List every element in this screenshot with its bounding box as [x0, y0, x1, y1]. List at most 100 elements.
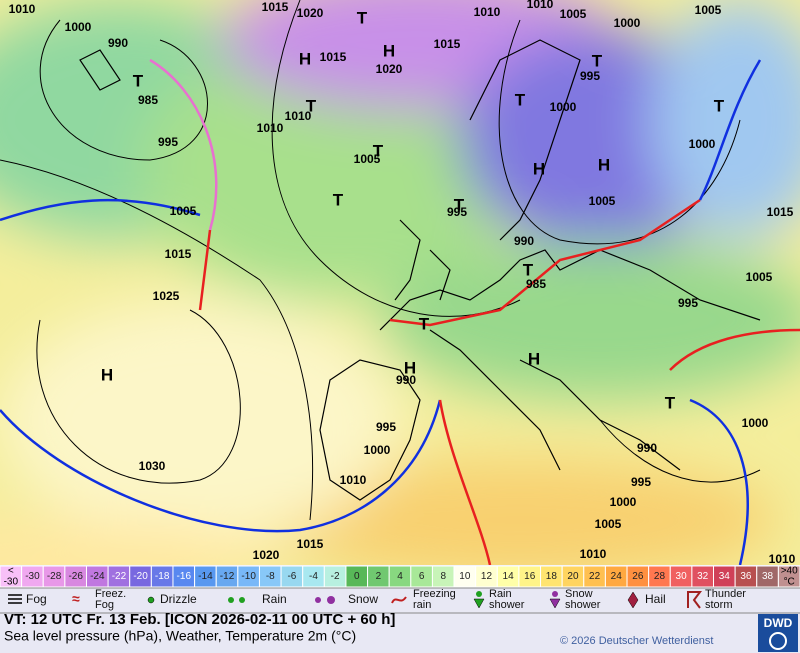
- scale-label: 28: [654, 571, 666, 582]
- scale-label: 34: [719, 571, 731, 582]
- isobar-label: 990: [637, 441, 657, 455]
- scale-label: 2: [376, 571, 382, 582]
- isobar-label: 1010: [769, 552, 796, 566]
- isobar-label: 1015: [434, 37, 461, 51]
- isobar-label: 1030: [139, 459, 166, 473]
- isobar-label: 1005: [695, 3, 722, 17]
- isobar-label: 1015: [165, 247, 192, 261]
- isobar-label: 985: [526, 277, 546, 291]
- isobar-label: 995: [158, 135, 178, 149]
- pressure-center: T: [306, 96, 317, 115]
- isobar-label: 1005: [595, 517, 622, 531]
- scale-label: -6: [287, 571, 296, 582]
- isobar-label: 1015: [297, 537, 324, 551]
- scale-label: 16: [524, 571, 536, 582]
- isobar-label: 995: [580, 69, 600, 83]
- dwd-logo-mark: [769, 632, 787, 650]
- pressure-center: T: [357, 8, 368, 27]
- scale-label: 12: [481, 571, 493, 582]
- isobar-label: 995: [631, 475, 651, 489]
- isobar-label: 995: [376, 420, 396, 434]
- scale-high-label: >40: [781, 566, 798, 577]
- isobar-label: 1000: [689, 137, 716, 151]
- isobar-label: 990: [108, 36, 128, 50]
- pressure-center: T: [515, 90, 526, 109]
- scale-label: -8: [266, 571, 275, 582]
- scale-label: 18: [546, 571, 558, 582]
- scale-label: 36: [740, 571, 752, 582]
- legend-icon: [327, 596, 335, 604]
- legend-label: storm: [705, 599, 733, 611]
- pressure-center: T: [373, 141, 384, 160]
- isobar-label: 1000: [742, 416, 769, 430]
- isobar-label: 990: [514, 234, 534, 248]
- isobar-label: 1025: [153, 289, 180, 303]
- pressure-center: T: [133, 71, 144, 90]
- legend-label: rain: [413, 599, 431, 611]
- legend-icon: [549, 598, 561, 609]
- scale-label: 38: [762, 571, 774, 582]
- isobar-label: 995: [447, 205, 467, 219]
- legend-icon: [476, 591, 482, 597]
- scale-label: -22: [112, 571, 127, 582]
- isobar-label: 1000: [614, 16, 641, 30]
- scale-label: 22: [589, 571, 601, 582]
- isobar-label: 1005: [746, 270, 773, 284]
- pressure-center: T: [333, 190, 344, 209]
- isobar-label: 1005: [170, 204, 197, 218]
- isobar-label: 1000: [610, 495, 637, 509]
- pressure-center: T: [419, 314, 430, 333]
- legend-label: Snow: [565, 588, 593, 600]
- isobar-label: 1010: [285, 109, 312, 123]
- pressure-center: H: [101, 365, 113, 384]
- legend-label: Fog: [26, 592, 47, 606]
- legend-label: Fog: [95, 599, 114, 611]
- isobar-label: 1015: [262, 0, 289, 14]
- legend-icon: [239, 597, 245, 603]
- pressure-center: H: [299, 49, 311, 68]
- pressure-center: H: [383, 41, 395, 60]
- copyright: © 2026 Deutscher Wetterdienst: [560, 635, 713, 647]
- pressure-center: T: [592, 51, 603, 70]
- scale-label: -30: [25, 571, 40, 582]
- scale-label: -10: [241, 571, 256, 582]
- isobar-label: 1010: [9, 2, 36, 16]
- isobar-label: 1000: [550, 100, 577, 114]
- legend-label: Freezing: [413, 588, 456, 600]
- scale-label: -26: [68, 571, 83, 582]
- isobar-label: 1010: [527, 0, 554, 11]
- legend-label: Thunder: [705, 588, 746, 600]
- isobar-label: 990: [396, 373, 416, 387]
- legend-label: shower: [565, 599, 601, 611]
- scale-label: -2: [331, 571, 340, 582]
- isobar-label: 1015: [320, 50, 347, 64]
- scale-label: 24: [611, 571, 623, 582]
- pressure-center: H: [528, 349, 540, 368]
- legend-label: Rain: [262, 592, 287, 606]
- scale-label: 0: [354, 571, 360, 582]
- scale-high-label: °C: [784, 577, 795, 588]
- legend-label: Rain: [489, 588, 512, 600]
- isobar-label: 1010: [580, 547, 607, 561]
- legend-label: Hail: [645, 592, 666, 606]
- pressure-center: T: [665, 393, 676, 412]
- scale-low-label: <: [8, 566, 14, 577]
- scale-label: -4: [309, 571, 318, 582]
- scale-label: 30: [676, 571, 688, 582]
- isobar-label: 1005: [354, 152, 381, 166]
- dwd-logo-text: DWD: [764, 616, 793, 630]
- legend-icon: [315, 597, 321, 603]
- legend-icon: [687, 591, 702, 609]
- isobar-label: 1005: [560, 7, 587, 21]
- scale-label: -18: [155, 571, 170, 582]
- scale-label: -28: [47, 571, 62, 582]
- isobar-label: 1020: [376, 62, 403, 76]
- scale-label: 20: [567, 571, 579, 582]
- scale-label: 8: [440, 571, 446, 582]
- isobar-label: 995: [678, 296, 698, 310]
- scale-label: -24: [90, 571, 105, 582]
- scale-label: 4: [397, 571, 403, 582]
- scale-label: -14: [198, 571, 213, 582]
- isobar-label: 1010: [340, 473, 367, 487]
- isobar-label: 1005: [589, 194, 616, 208]
